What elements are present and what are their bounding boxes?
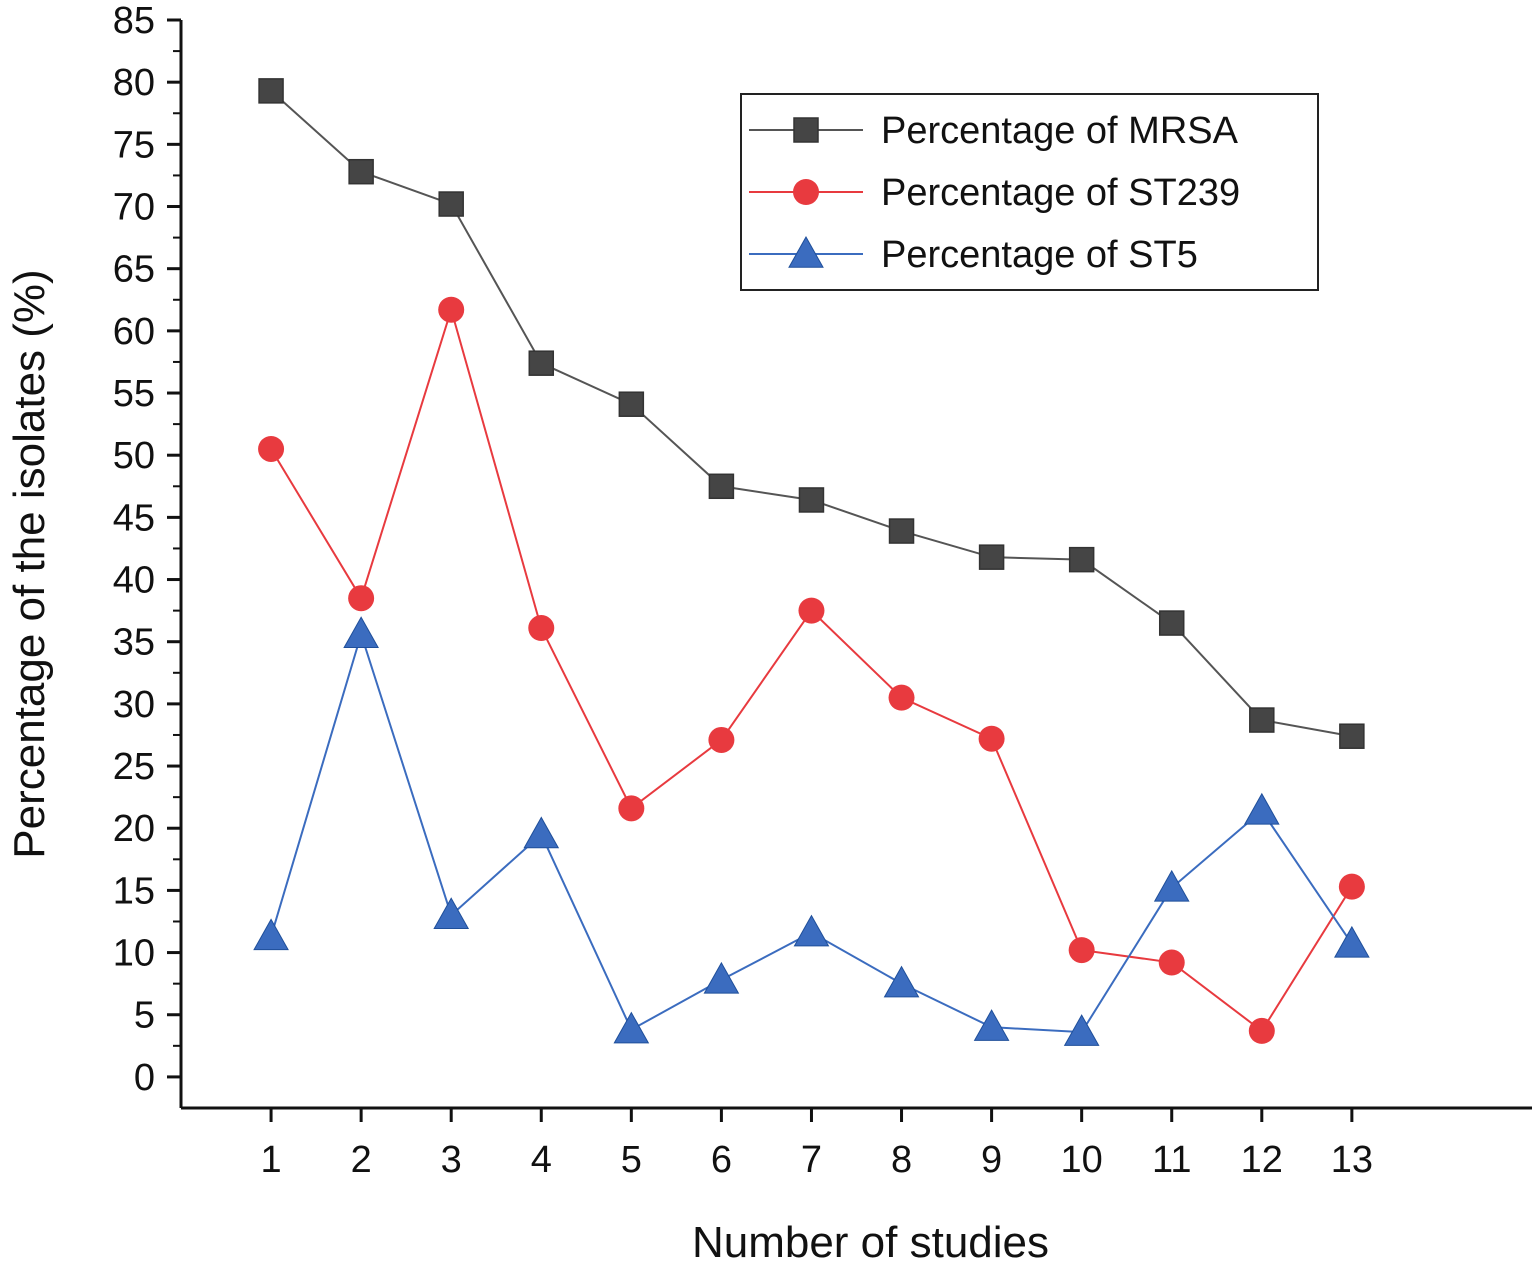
y-tick-label: 45 bbox=[113, 497, 155, 539]
x-tick-label: 13 bbox=[1331, 1139, 1373, 1181]
y-tick-label: 20 bbox=[113, 808, 155, 850]
data-point bbox=[348, 585, 375, 612]
y-tick-label: 5 bbox=[134, 995, 155, 1037]
data-point bbox=[798, 487, 825, 513]
y-tick-label: 65 bbox=[113, 249, 155, 291]
y-tick-label: 55 bbox=[113, 373, 155, 415]
series-circle bbox=[258, 296, 1365, 1044]
x-tick-label: 2 bbox=[351, 1139, 372, 1181]
legend-label: Percentage of MRSA bbox=[881, 110, 1239, 152]
data-point bbox=[528, 350, 555, 376]
y-tick-label: 35 bbox=[113, 622, 155, 664]
data-point bbox=[253, 918, 289, 951]
legend-item: Percentage of MRSA bbox=[749, 110, 1239, 152]
legend-item: Percentage of ST5 bbox=[749, 234, 1198, 276]
y-tick-label: 80 bbox=[113, 62, 155, 104]
data-point bbox=[798, 597, 825, 624]
y-axis-title: Percentage of the isolates (%) bbox=[5, 269, 54, 858]
data-point bbox=[1153, 869, 1190, 902]
data-point bbox=[343, 616, 379, 649]
data-point bbox=[978, 725, 1005, 752]
data-point bbox=[438, 191, 464, 217]
legend-marker bbox=[788, 235, 824, 268]
x-tick-label: 7 bbox=[801, 1139, 822, 1181]
data-point bbox=[888, 518, 915, 544]
data-point bbox=[258, 78, 284, 104]
data-point bbox=[1338, 873, 1365, 900]
x-tick-label: 9 bbox=[981, 1139, 1002, 1181]
data-point bbox=[793, 914, 830, 947]
series-square bbox=[258, 78, 1365, 749]
x-tick-label: 5 bbox=[621, 1139, 642, 1181]
legend-label: Percentage of ST239 bbox=[881, 172, 1240, 214]
data-point bbox=[1334, 925, 1370, 958]
data-point bbox=[708, 473, 735, 500]
data-point bbox=[1243, 792, 1280, 825]
legend: Percentage of MRSA Percentage of ST239 Per… bbox=[740, 93, 1319, 291]
y-tick-label: 60 bbox=[113, 311, 155, 353]
data-point bbox=[1068, 546, 1095, 573]
y-tick-label: 85 bbox=[113, 0, 155, 42]
y-tick-label: 10 bbox=[113, 933, 155, 975]
x-tick-label: 11 bbox=[1152, 1139, 1191, 1181]
y-tick-label: 15 bbox=[113, 870, 155, 912]
x-ticks: 1 2 3 4 5 6 7 8 9 10 11 12 13 bbox=[260, 1108, 1373, 1181]
y-tick-label: 75 bbox=[113, 124, 155, 166]
data-point bbox=[703, 961, 740, 994]
x-tick-label: 3 bbox=[441, 1139, 462, 1181]
data-point bbox=[1339, 723, 1365, 749]
data-point bbox=[433, 897, 470, 930]
data-point bbox=[708, 726, 735, 753]
x-tick-label: 10 bbox=[1061, 1139, 1103, 1181]
data-point bbox=[618, 391, 645, 417]
x-tick-label: 6 bbox=[711, 1139, 732, 1181]
data-point bbox=[1063, 1014, 1100, 1046]
data-point bbox=[1068, 937, 1095, 964]
y-tick-label: 0 bbox=[134, 1057, 155, 1099]
data-point bbox=[1248, 1017, 1275, 1044]
series-triangle bbox=[253, 616, 1370, 1046]
data-point bbox=[613, 1011, 650, 1044]
y-tick-label: 30 bbox=[113, 684, 155, 726]
y-tick-label: 40 bbox=[113, 560, 155, 602]
data-point bbox=[1158, 949, 1185, 976]
data-point bbox=[523, 816, 560, 849]
x-tick-label: 4 bbox=[531, 1139, 552, 1181]
y-ticks: 0 5 10 15 20 25 30 35 40 45 50 55 60 65 70 75 80 85 bbox=[113, 0, 181, 1099]
y-tick-label: 70 bbox=[113, 187, 155, 229]
data-point bbox=[883, 965, 920, 998]
data-point bbox=[888, 684, 915, 711]
data-point bbox=[618, 795, 645, 822]
data-point bbox=[438, 296, 465, 323]
series-layer bbox=[253, 78, 1370, 1046]
legend-item: Percentage of ST239 bbox=[749, 172, 1240, 214]
data-point bbox=[978, 544, 1005, 570]
legend-marker bbox=[793, 117, 819, 143]
data-point bbox=[1249, 707, 1275, 733]
data-point bbox=[528, 615, 555, 642]
x-axis-title: Number of studies bbox=[692, 1218, 1049, 1267]
y-tick-label: 25 bbox=[113, 746, 155, 788]
y-tick-label: 50 bbox=[113, 435, 155, 477]
data-point bbox=[973, 1009, 1010, 1041]
x-tick-label: 1 bbox=[260, 1139, 281, 1181]
data-point bbox=[1158, 610, 1185, 636]
x-tick-label: 12 bbox=[1241, 1139, 1283, 1181]
x-tick-label: 8 bbox=[891, 1139, 912, 1181]
legend-marker bbox=[793, 179, 819, 205]
data-point bbox=[348, 158, 374, 185]
series-line bbox=[270, 630, 1353, 1034]
legend-label: Percentage of ST5 bbox=[881, 234, 1198, 276]
data-point bbox=[258, 435, 285, 462]
